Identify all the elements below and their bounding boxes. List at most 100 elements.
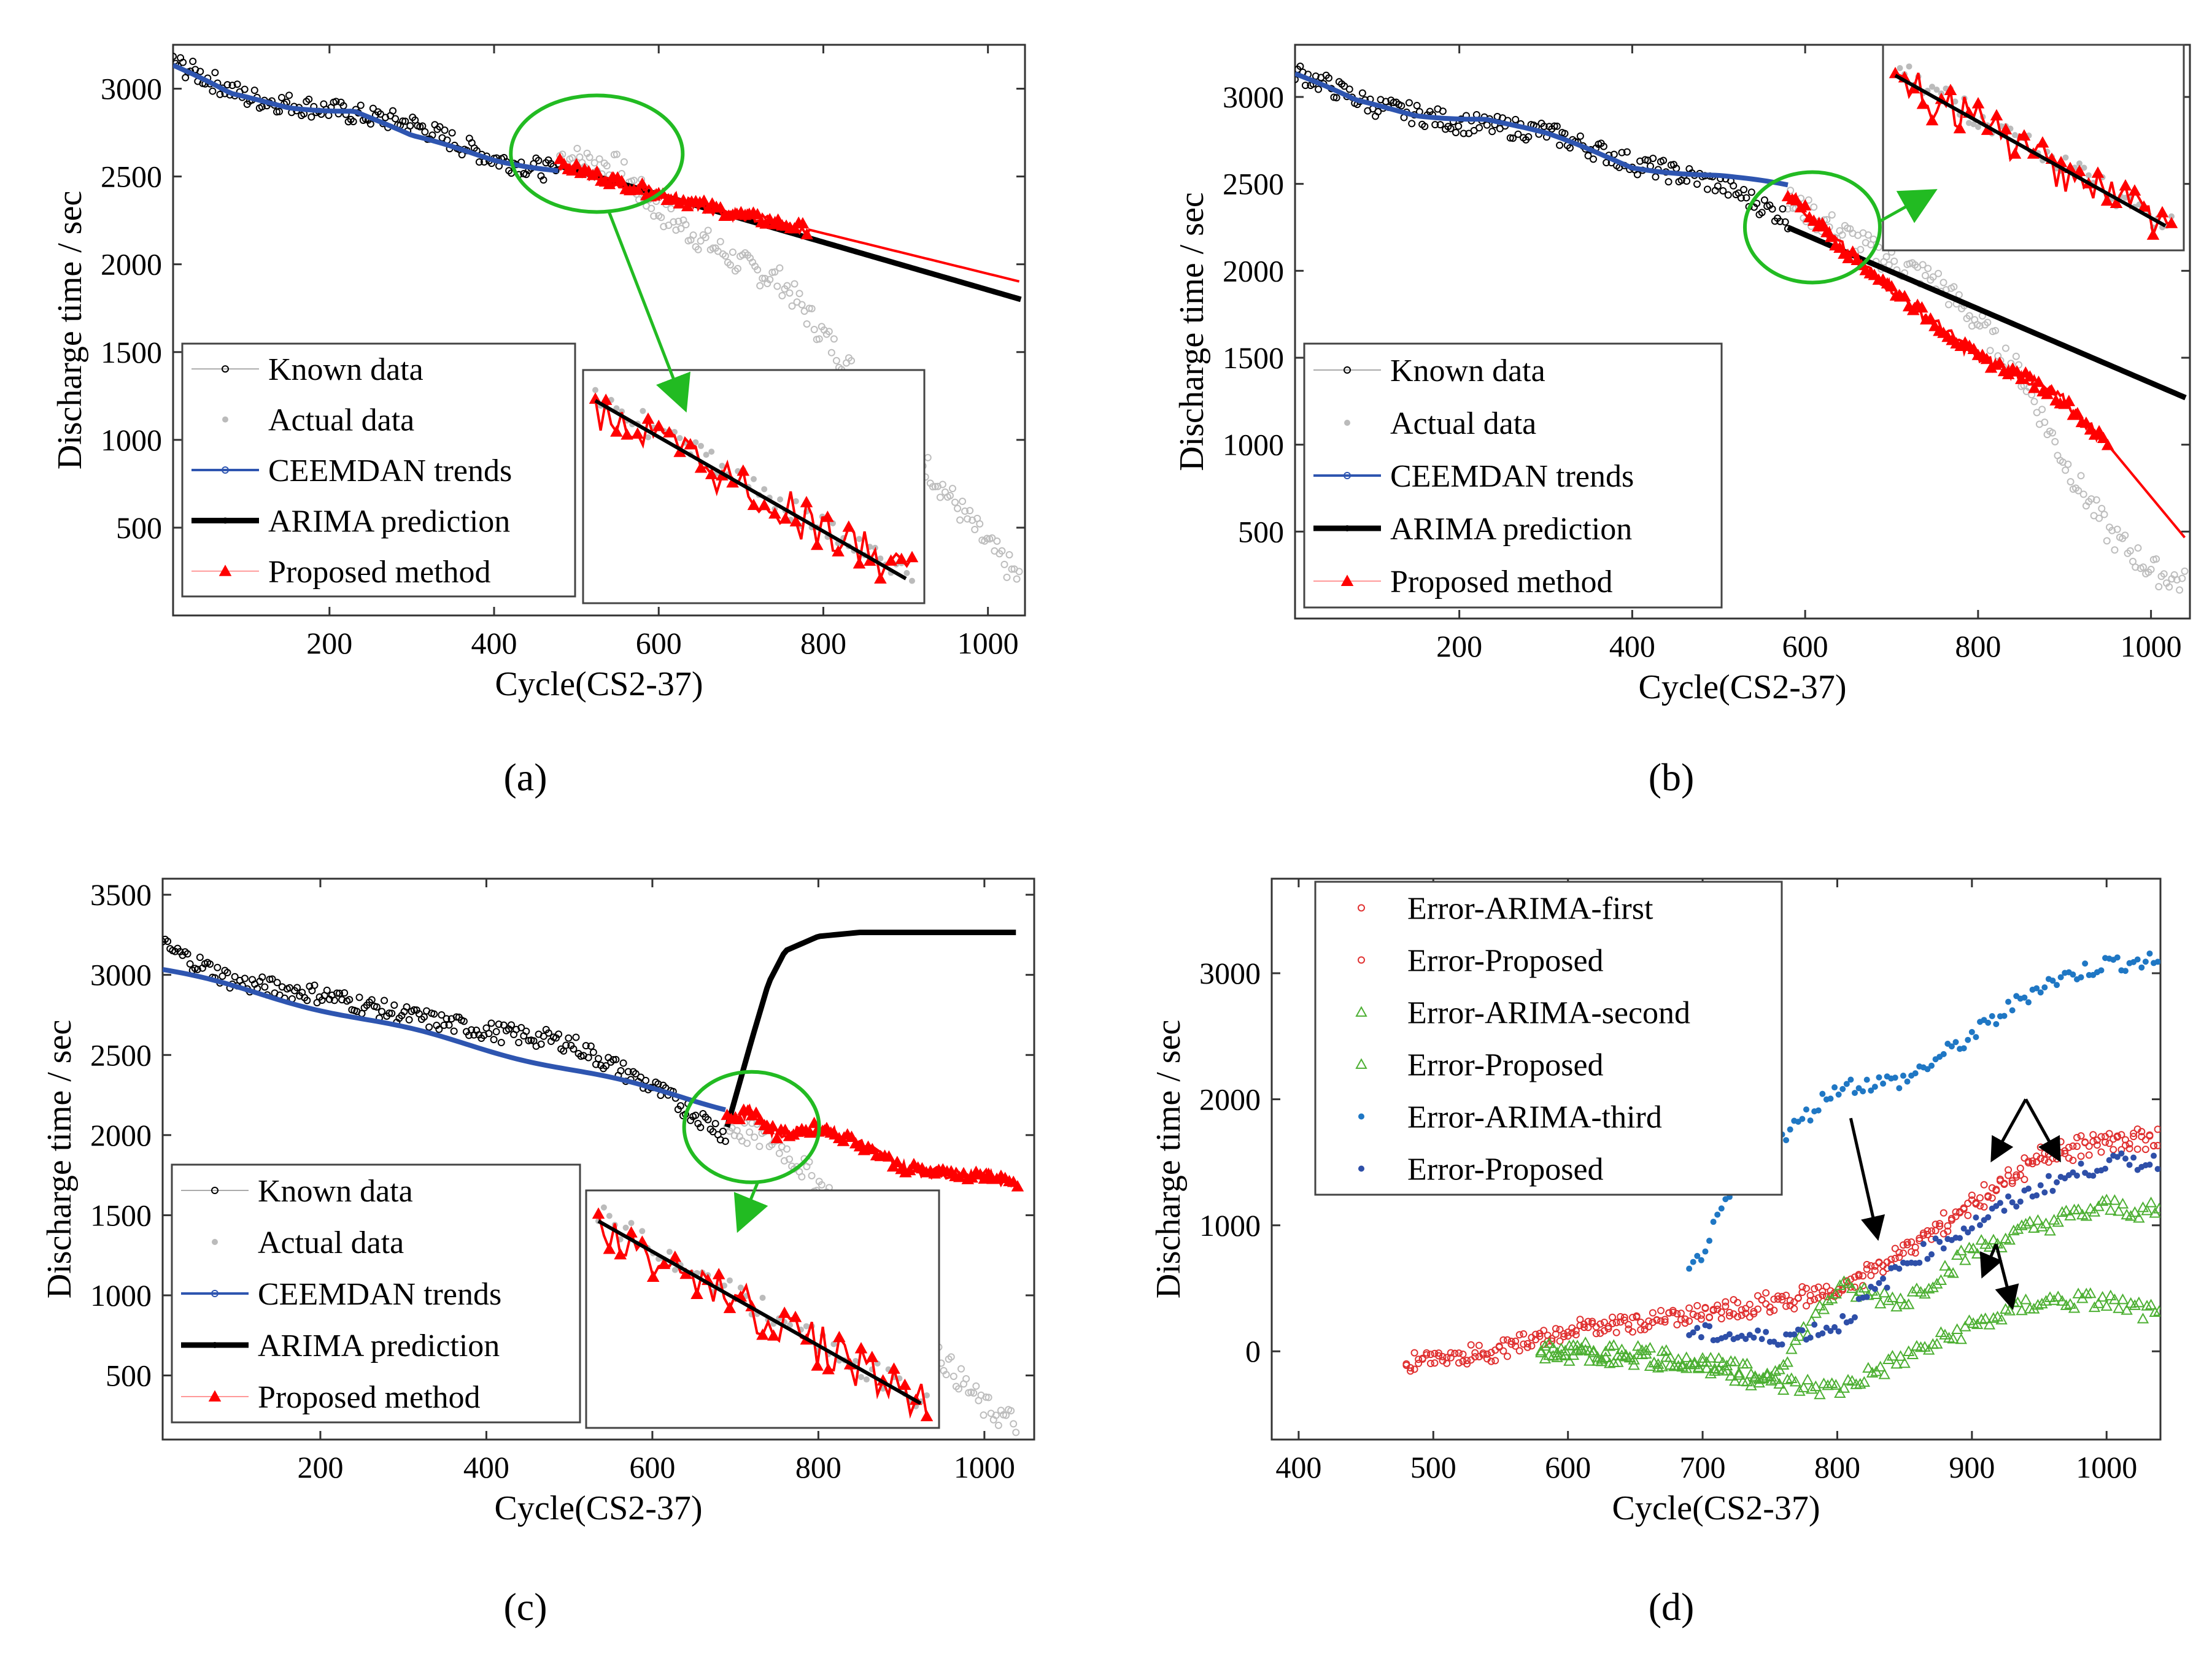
data-point	[1750, 1310, 1758, 1318]
data-point	[970, 1389, 978, 1397]
legend-label: Error-ARIMA-second	[1407, 996, 1690, 1031]
data-point	[615, 174, 628, 187]
legend-label: Error-Proposed	[1407, 1152, 1604, 1187]
legend-marker	[1355, 1058, 1367, 1069]
panel-d-data	[1402, 950, 2160, 1400]
data-point	[2096, 1195, 2109, 1206]
data-point	[1725, 1308, 1733, 1316]
data-point	[1791, 1331, 1798, 1338]
data-point	[1688, 1358, 1701, 1370]
data-point	[2033, 985, 2040, 992]
data-point	[719, 463, 725, 469]
data-point	[1933, 87, 1940, 93]
data-point	[1599, 1345, 1612, 1357]
data-point	[2062, 395, 2076, 406]
data-point	[595, 1055, 602, 1063]
data-point	[1777, 1384, 1790, 1395]
data-point	[2028, 1157, 2036, 1165]
data-point	[1920, 1241, 1927, 1247]
legend-marker	[1344, 366, 1351, 374]
data-point	[1931, 1278, 1943, 1289]
data-point	[1782, 1302, 1790, 1310]
panel-caption: (d)	[1649, 1585, 1695, 1629]
data-point	[1863, 1294, 1870, 1300]
data-point	[223, 969, 231, 977]
legend-marker	[211, 1187, 218, 1194]
data-point	[189, 58, 197, 66]
legend-label: Actual data	[1390, 406, 1536, 441]
data-point	[1690, 1259, 1696, 1265]
data-point	[2045, 1173, 2052, 1179]
data-point	[1681, 1319, 1689, 1327]
data-point	[2073, 164, 2086, 176]
data-point	[1345, 85, 1353, 93]
data-point	[1447, 1349, 1455, 1357]
data-point	[399, 117, 407, 125]
data-point	[1405, 99, 1413, 107]
data-point	[1802, 1284, 1810, 1292]
data-point	[1947, 1267, 1959, 1278]
data-point	[719, 1127, 727, 1135]
legend-marker	[218, 565, 232, 576]
data-point	[573, 144, 581, 152]
data-point	[2062, 466, 2070, 474]
data-point	[336, 989, 344, 997]
data-point	[1702, 1248, 1709, 1255]
data-point	[845, 1130, 858, 1142]
data-point	[1903, 1241, 1911, 1249]
data-point	[1652, 173, 1660, 181]
y-axis-label: Discharge time / sec	[51, 191, 89, 470]
data-point	[1653, 1316, 1661, 1324]
data-point	[1740, 185, 1748, 193]
data-point	[1730, 182, 1738, 190]
data-point	[1886, 1291, 1899, 1303]
data-point	[1911, 1249, 1919, 1257]
data-point	[1499, 1347, 1507, 1355]
data-point	[1776, 217, 1784, 225]
data-point	[1475, 1341, 1483, 1349]
data-point	[1724, 191, 1732, 199]
data-point	[330, 997, 338, 1004]
data-point	[625, 1226, 638, 1238]
data-point	[2032, 1214, 2044, 1225]
data-point	[2076, 160, 2082, 167]
data-point	[948, 485, 956, 493]
data-point	[1431, 121, 1439, 129]
data-point	[1544, 1332, 1552, 1340]
data-point	[993, 537, 1001, 545]
data-point	[971, 525, 979, 533]
data-point	[1906, 63, 1912, 70]
data-point	[1878, 1368, 1890, 1379]
data-point	[1971, 97, 1985, 109]
data-point	[1641, 1321, 1649, 1329]
data-point	[1862, 1362, 1874, 1373]
data-point	[1431, 1349, 1439, 1357]
data-point	[1455, 1359, 1463, 1367]
data-point	[1509, 134, 1517, 142]
data-point	[2085, 1142, 2093, 1150]
data-point	[2067, 478, 2075, 486]
data-point	[1657, 1306, 1665, 1314]
data-point	[1435, 1352, 1443, 1360]
data-point	[1612, 1356, 1624, 1367]
legend-item: Known data	[191, 352, 423, 387]
data-point	[909, 577, 915, 584]
data-point	[369, 104, 377, 112]
data-point	[1580, 1324, 1588, 1332]
data-point	[964, 515, 972, 523]
data-point	[1488, 128, 1496, 136]
data-point	[711, 1120, 719, 1128]
legend-marker	[211, 1290, 218, 1297]
data-point	[636, 1073, 644, 1081]
data-point	[1814, 1300, 1826, 1311]
data-point	[676, 1102, 684, 1110]
data-point	[1810, 203, 1818, 211]
data-point	[697, 194, 711, 206]
data-point	[1560, 1330, 1568, 1338]
legend-item: Proposed method	[191, 555, 491, 590]
data-point	[1762, 1300, 1770, 1308]
data-point	[2005, 1171, 2013, 1179]
data-point	[164, 938, 172, 946]
data-point	[2054, 982, 2060, 989]
